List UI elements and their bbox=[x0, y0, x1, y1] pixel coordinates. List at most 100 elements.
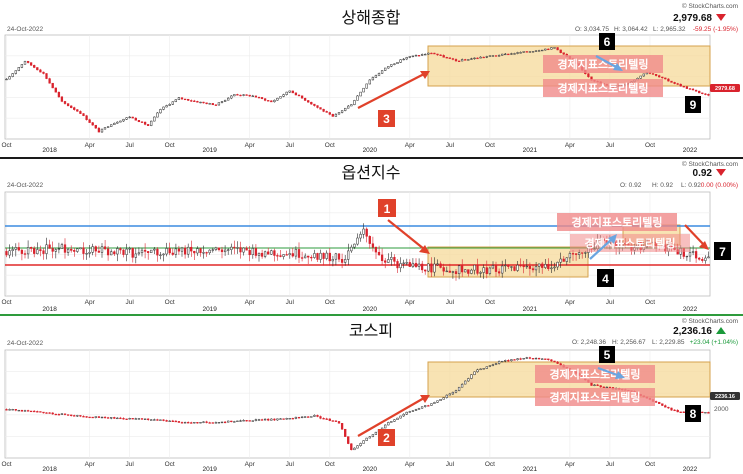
candle bbox=[171, 420, 174, 422]
candle bbox=[454, 271, 458, 274]
last-price-tag-label: 2979.68 bbox=[715, 86, 735, 92]
x-tick-label: Oct bbox=[325, 461, 335, 468]
candle bbox=[100, 416, 104, 419]
candle bbox=[310, 101, 313, 105]
candle bbox=[479, 56, 482, 59]
annotation-badge bbox=[685, 96, 701, 113]
candle bbox=[162, 106, 165, 110]
annotation-badge-label: 3 bbox=[383, 112, 390, 126]
candle bbox=[322, 108, 325, 112]
candle bbox=[513, 53, 516, 55]
candle bbox=[350, 246, 353, 252]
candle bbox=[5, 409, 8, 411]
candle bbox=[236, 94, 239, 96]
candle bbox=[159, 109, 162, 114]
chart-date: 24-Oct-2022 bbox=[7, 182, 44, 189]
candle bbox=[642, 73, 645, 77]
candle bbox=[408, 411, 411, 413]
candle bbox=[94, 416, 97, 418]
year-label: 2021 bbox=[523, 147, 538, 154]
x-tick-label: Apr bbox=[565, 461, 576, 468]
candle bbox=[248, 249, 251, 256]
x-tick-label: Apr bbox=[245, 461, 256, 468]
candle bbox=[347, 105, 350, 109]
arrow-head bbox=[608, 234, 617, 244]
candle bbox=[242, 420, 245, 422]
candle bbox=[399, 263, 402, 269]
candle bbox=[143, 249, 147, 252]
candle bbox=[445, 57, 448, 59]
candle bbox=[331, 114, 334, 117]
candle bbox=[347, 250, 350, 260]
candle bbox=[51, 82, 54, 89]
candle bbox=[362, 228, 365, 235]
x-tick-label: Apr bbox=[565, 299, 576, 306]
candle bbox=[48, 244, 51, 249]
candle bbox=[402, 262, 405, 264]
candle bbox=[599, 385, 602, 388]
candle bbox=[436, 263, 439, 265]
candle bbox=[673, 82, 676, 84]
x-tick-label: Oct bbox=[165, 461, 175, 468]
candle bbox=[303, 255, 307, 259]
candle bbox=[113, 122, 116, 125]
x-tick-label: Jul bbox=[606, 142, 615, 149]
candle bbox=[217, 422, 221, 424]
candle bbox=[110, 124, 113, 127]
candle bbox=[516, 264, 519, 271]
candle bbox=[54, 87, 57, 93]
source-label: © StockCharts.com bbox=[682, 160, 738, 168]
candle bbox=[248, 420, 251, 422]
x-tick-label: Oct bbox=[325, 299, 335, 306]
year-label: 2018 bbox=[42, 466, 57, 473]
candle bbox=[36, 411, 39, 413]
candle bbox=[448, 57, 451, 59]
year-label: 2022 bbox=[683, 466, 698, 473]
candle bbox=[544, 264, 547, 268]
candle bbox=[442, 267, 445, 272]
candle bbox=[14, 70, 17, 74]
candle bbox=[177, 97, 181, 100]
candle bbox=[316, 105, 319, 108]
candle bbox=[534, 266, 538, 271]
candle bbox=[559, 49, 562, 53]
candle bbox=[236, 420, 239, 422]
candle bbox=[307, 416, 310, 418]
candle bbox=[390, 257, 393, 260]
candle bbox=[417, 263, 421, 267]
year-label: 2019 bbox=[202, 306, 217, 313]
candle bbox=[420, 406, 424, 409]
candle bbox=[199, 101, 202, 104]
candle bbox=[140, 121, 144, 123]
candle bbox=[473, 264, 476, 271]
ohlc-open: O: 0.92 bbox=[620, 182, 642, 189]
candle bbox=[501, 265, 504, 274]
candle bbox=[300, 416, 304, 418]
candle bbox=[291, 90, 294, 94]
candle bbox=[208, 249, 211, 254]
panel-separator bbox=[0, 157, 743, 159]
candle bbox=[134, 117, 137, 121]
candle bbox=[501, 53, 504, 56]
candle bbox=[177, 248, 181, 252]
candle bbox=[396, 417, 399, 420]
candle bbox=[408, 56, 411, 58]
red-arrow bbox=[357, 73, 425, 109]
candle bbox=[17, 247, 20, 251]
candle bbox=[276, 255, 279, 257]
candle bbox=[310, 416, 313, 418]
candle bbox=[162, 419, 165, 421]
candle bbox=[119, 120, 122, 123]
candle bbox=[82, 247, 85, 254]
candle bbox=[374, 246, 378, 253]
candle bbox=[294, 416, 298, 419]
candle bbox=[217, 102, 221, 106]
candle bbox=[414, 409, 418, 411]
candle bbox=[353, 447, 356, 451]
candle bbox=[497, 271, 501, 274]
candle bbox=[516, 52, 519, 54]
candle bbox=[282, 254, 285, 257]
candle bbox=[29, 247, 33, 249]
candle bbox=[165, 105, 168, 108]
candle bbox=[451, 271, 455, 273]
